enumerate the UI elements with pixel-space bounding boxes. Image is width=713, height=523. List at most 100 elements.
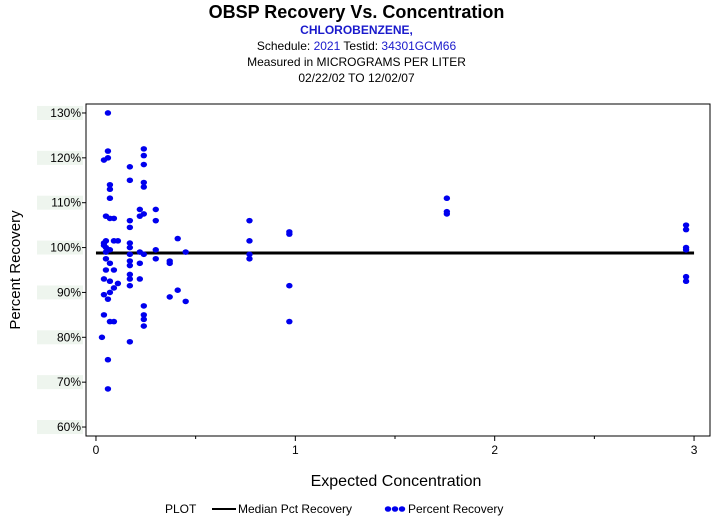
y-tick-label: 70%	[57, 375, 81, 389]
x-tick-label: 0	[93, 443, 100, 457]
data-point	[140, 146, 148, 152]
y-tick-label: 60%	[57, 420, 81, 434]
y-tick-label: 90%	[57, 285, 81, 299]
legend-median-label: Median Pct Recovery	[238, 502, 352, 516]
data-point	[136, 260, 144, 267]
y-tick-label: 100%	[50, 241, 81, 255]
data-point	[140, 179, 148, 186]
data-point	[682, 222, 690, 228]
data-point	[104, 356, 112, 363]
legend-label: PLOT	[165, 502, 197, 516]
data-point	[98, 334, 106, 341]
data-point	[106, 260, 114, 267]
y-tick-label-bg	[37, 420, 83, 435]
legend-point-swatch	[391, 506, 399, 512]
data-point	[126, 224, 134, 231]
data-point	[104, 296, 112, 302]
data-point	[682, 278, 690, 285]
data-point	[126, 177, 134, 184]
data-point	[140, 323, 148, 329]
data-point	[106, 186, 114, 193]
data-point	[140, 251, 148, 258]
x-tick-label: 1	[292, 443, 299, 457]
data-point	[126, 217, 134, 224]
legend-point-swatch	[384, 506, 392, 512]
data-point	[126, 271, 134, 278]
data-point	[152, 255, 159, 262]
data-point	[246, 217, 253, 224]
data-point	[114, 238, 122, 244]
legend-point-swatch	[398, 506, 406, 512]
y-tick-label-bg	[37, 375, 83, 390]
data-point	[140, 312, 148, 318]
data-point	[682, 247, 690, 253]
measured-units: Measured in MICROGRAMS PER LITER	[247, 55, 466, 69]
data-point	[106, 195, 114, 202]
data-point	[100, 291, 108, 298]
data-point	[443, 211, 451, 217]
data-point	[110, 318, 118, 325]
y-tick-label-bg	[37, 195, 83, 210]
schedule-label: Schedule:	[256, 39, 311, 53]
data-point	[182, 249, 189, 255]
data-point	[152, 206, 159, 213]
data-point	[126, 338, 134, 345]
legend-recovery-label: Percent Recovery	[408, 502, 503, 516]
x-tick-label: 3	[691, 443, 698, 457]
date-range: 02/22/02 TO 12/02/07	[298, 71, 415, 85]
data-point	[100, 312, 108, 318]
schedule-value[interactable]: 2021	[313, 39, 341, 53]
y-tick-label-bg	[37, 330, 83, 345]
data-point	[136, 276, 144, 282]
data-point	[443, 195, 451, 202]
y-tick-label-bg	[37, 150, 83, 165]
x-tick-label: 2	[491, 443, 498, 457]
data-point	[126, 282, 134, 289]
data-point	[152, 247, 159, 253]
testid-value[interactable]: 34301GCM66	[381, 39, 457, 53]
data-point	[174, 287, 181, 293]
y-axis-title: Percent Recovery	[7, 210, 24, 330]
data-point	[126, 164, 134, 170]
data-point	[140, 161, 148, 168]
data-point	[104, 148, 112, 154]
analyte-name: CHLOROBENZENE,	[300, 23, 413, 37]
data-point	[102, 255, 110, 262]
data-point	[126, 240, 134, 246]
data-point	[126, 262, 134, 269]
data-point	[166, 294, 173, 300]
y-tick-label: 110%	[51, 196, 81, 210]
data-point	[140, 316, 148, 323]
data-point	[246, 251, 253, 258]
data-point	[106, 278, 114, 285]
schedule-testid-line: Schedule: 2021 Testid: 34301GCM66	[0, 39, 713, 53]
data-point	[126, 244, 134, 251]
data-point	[114, 280, 122, 287]
data-point	[140, 303, 148, 309]
data-point	[182, 298, 189, 305]
data-point	[102, 249, 110, 255]
y-tick-label: 130%	[50, 106, 81, 120]
data-point	[286, 231, 293, 237]
data-point	[152, 217, 159, 224]
y-tick-label-bg	[37, 105, 83, 120]
data-point	[102, 267, 110, 273]
data-point	[106, 289, 114, 296]
data-point	[286, 282, 293, 289]
data-point	[286, 318, 293, 325]
data-point	[246, 238, 253, 244]
data-point	[166, 260, 173, 267]
data-point	[682, 226, 690, 233]
data-point	[110, 215, 118, 222]
y-tick-label: 120%	[50, 151, 81, 165]
y-tick-label-bg	[37, 285, 83, 300]
data-point	[104, 110, 112, 116]
y-tick-label-bg	[37, 240, 83, 255]
chart-title: OBSP Recovery Vs. Concentration	[208, 2, 505, 22]
data-point	[126, 251, 134, 258]
data-point	[140, 184, 148, 190]
data-point	[140, 152, 148, 159]
data-point	[126, 258, 134, 264]
data-point	[110, 267, 118, 273]
